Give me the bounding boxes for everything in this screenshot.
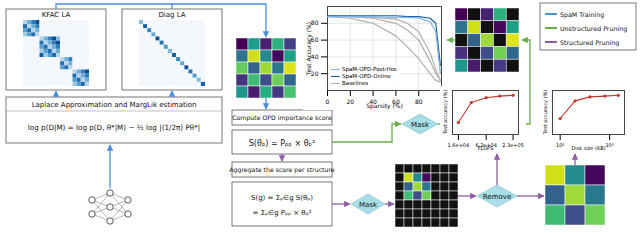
svg-text:80: 80 <box>415 98 423 105</box>
svg-text:2.3e+05: 2.3e+05 <box>502 142 524 148</box>
svg-text:0: 0 <box>326 98 330 105</box>
svg-text:Compute OPD importance score: Compute OPD importance score <box>232 114 332 122</box>
svg-text:1.6e+04: 1.6e+04 <box>448 142 470 148</box>
html-text:Test accuracy (%): Test accuracy (%) <box>542 89 548 135</box>
svg-text:KFAC LA: KFAC LA <box>42 11 71 19</box>
svg-text:Diag LA: Diag LA <box>158 11 185 19</box>
svg-text:Remove: Remove <box>483 193 511 201</box>
svg-text:S(g) = Σₚ∈g S(θₚ): S(g) = Σₚ∈g S(θₚ) <box>251 194 313 202</box>
svg-text:20: 20 <box>346 98 354 105</box>
svg-text:10²: 10² <box>556 142 564 148</box>
svg-text:Aggregate the score per struct: Aggregate the score per structure <box>229 166 334 174</box>
svg-text:40: 40 <box>311 53 319 60</box>
svg-text:Sparsity (%): Sparsity (%) <box>366 102 403 110</box>
svg-text:Laplace Approximation and Marg: Laplace Approximation and MargLik estima… <box>32 101 197 109</box>
html-text:SpaM-OPD-Online: SpaM-OPD-Online <box>342 73 391 79</box>
svg-text:Structured Pruning: Structured Pruning <box>560 39 619 47</box>
svg-text:Disk size (KB): Disk size (KB) <box>571 145 605 151</box>
svg-text:60: 60 <box>311 36 319 43</box>
html-text:Baselines: Baselines <box>342 80 369 86</box>
svg-text:S(θₚ) = Pₚₚ × θₚ²: S(θₚ) = Pₚₚ × θₚ² <box>249 139 315 148</box>
svg-text:10³: 10³ <box>605 142 613 148</box>
svg-text:Test Accuracy (%): Test Accuracy (%) <box>305 22 313 76</box>
svg-text:Mask: Mask <box>411 121 430 129</box>
svg-text:Unstructured Pruning: Unstructured Pruning <box>560 25 627 33</box>
html-text:SpaM-OPD-Post-Hoc: SpaM-OPD-Post-Hoc <box>342 66 398 72</box>
svg-text:Mask: Mask <box>359 201 378 209</box>
svg-text:20: 20 <box>311 70 319 77</box>
svg-text:SpaM Training: SpaM Training <box>560 11 604 19</box>
svg-text:80: 80 <box>311 19 319 26</box>
svg-text:= Σₚ∈g Pₚₚ × θₚ²: = Σₚ∈g Pₚₚ × θₚ² <box>253 209 312 217</box>
svg-text:log p(D|M) ≈ log p(D, θ*|M) −: log p(D|M) ≈ log p(D, θ*|M) − ½ log |(1/… <box>28 123 200 132</box>
svg-text:FLOPS: FLOPS <box>478 145 494 151</box>
html-text:Test accuracy (%): Test accuracy (%) <box>442 89 448 135</box>
